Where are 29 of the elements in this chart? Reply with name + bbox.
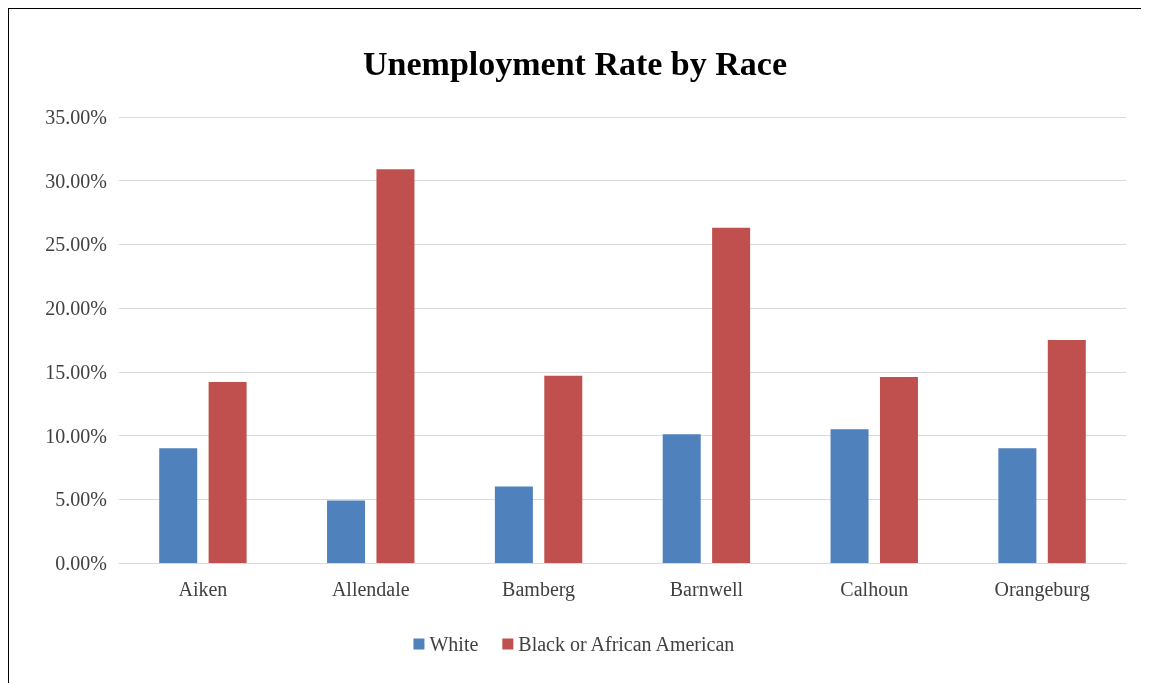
y-tick-label: 5.00%	[55, 488, 107, 511]
chart-title: Unemployment Rate by Race	[363, 44, 787, 82]
bar	[327, 500, 366, 563]
bar	[879, 376, 918, 563]
bar	[544, 375, 583, 563]
x-tick-label: Calhoun	[840, 578, 909, 600]
x-tick-label: Bamberg	[502, 578, 576, 601]
bar	[376, 169, 415, 563]
y-tick-label: 20.00%	[45, 297, 107, 320]
bar	[662, 434, 701, 563]
legend-label: Black or African American	[518, 633, 735, 655]
bar	[159, 448, 198, 563]
x-tick-label: Barnwell	[669, 578, 744, 600]
y-tick-label: 15.00%	[45, 360, 107, 383]
bar	[1047, 340, 1086, 563]
y-tick-label: 0.00%	[55, 552, 107, 574]
x-tick-label: Orangeburg	[994, 578, 1090, 601]
legend-label: White	[429, 633, 479, 655]
y-tick-label: 25.00%	[45, 233, 107, 256]
bar	[208, 382, 247, 563]
y-tick-label: 30.00%	[45, 169, 107, 192]
bar	[998, 448, 1037, 563]
x-tick-label: Aiken	[178, 578, 228, 600]
bar	[830, 429, 869, 563]
x-tick-label: Allendale	[331, 578, 410, 600]
y-tick-label: 35.00%	[45, 106, 107, 128]
y-tick-label: 10.00%	[45, 424, 107, 447]
bar	[712, 227, 751, 563]
bar	[494, 486, 533, 563]
